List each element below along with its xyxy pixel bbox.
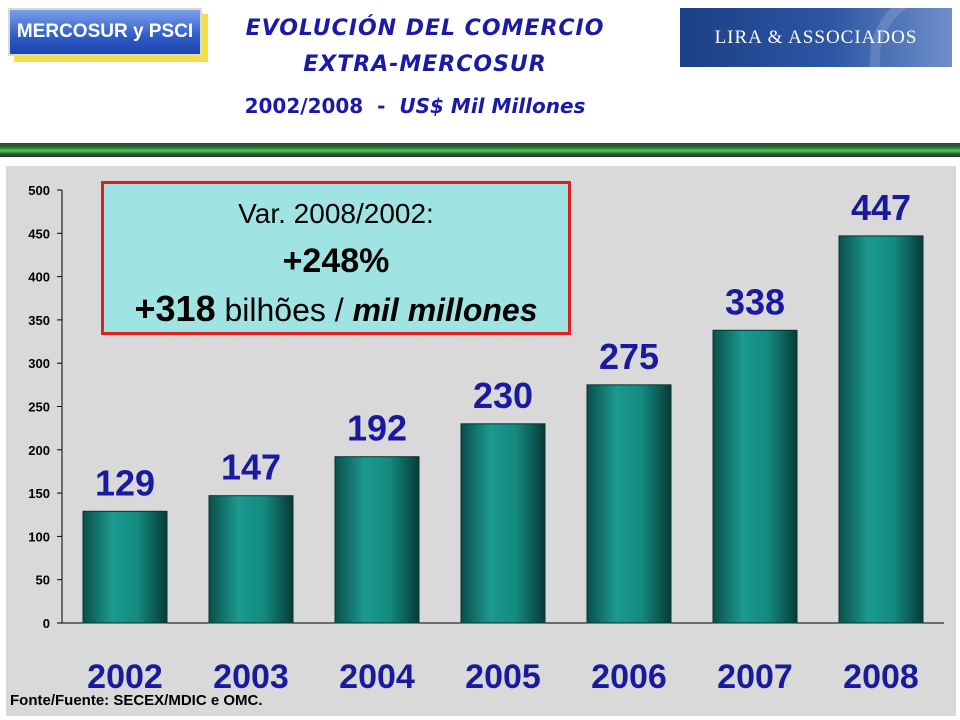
y-tick-label: 500 bbox=[28, 183, 50, 198]
subtitle-years: 2002/2008 - bbox=[244, 94, 400, 118]
y-tick-label: 400 bbox=[28, 270, 50, 285]
data-label: 129 bbox=[95, 462, 155, 503]
y-tick-label: 350 bbox=[28, 313, 50, 328]
lira-associados-logo: LIRA & ASSOCIADOS bbox=[680, 8, 952, 67]
callout-period: Var. 2008/2002: bbox=[238, 198, 434, 229]
bar bbox=[838, 235, 924, 624]
variation-callout: Var. 2008/2002: +248% +318 bilhões / mil… bbox=[101, 181, 571, 335]
mercosur-logo-text: MERCOSUR y PSCI bbox=[8, 8, 202, 56]
callout-absolute-italic: mil millones bbox=[352, 292, 538, 328]
y-tick-label: 450 bbox=[28, 226, 50, 241]
bar bbox=[82, 510, 168, 624]
callout-absolute-text: bilhões / bbox=[215, 292, 353, 328]
data-label: 192 bbox=[347, 408, 407, 449]
bar bbox=[586, 384, 672, 624]
source-note: Fonte/Fuente: SECEX/MDIC e OMC. bbox=[10, 692, 263, 709]
x-tick-label: 2006 bbox=[591, 658, 667, 696]
y-tick-label: 200 bbox=[28, 443, 50, 458]
y-tick-label: 50 bbox=[36, 573, 50, 588]
bar bbox=[334, 456, 420, 624]
x-tick-label: 2005 bbox=[465, 658, 541, 696]
lira-logo-text: LIRA & ASSOCIADOS bbox=[714, 26, 918, 48]
title-line-2: EXTRA-MERCOSUR bbox=[303, 52, 547, 77]
data-label: 447 bbox=[851, 187, 911, 228]
logo-decoration bbox=[870, 8, 952, 67]
title-line-1: EVOLUCIÓN DEL COMERCIO bbox=[245, 16, 605, 41]
y-tick-label: 100 bbox=[28, 529, 50, 544]
x-tick-label: 2008 bbox=[843, 658, 919, 696]
x-tick-label: 2003 bbox=[213, 658, 289, 696]
x-tick-label: 2007 bbox=[717, 658, 793, 696]
y-tick-label: 150 bbox=[28, 486, 50, 501]
y-tick-label: 300 bbox=[28, 356, 50, 371]
subtitle-unit: US$ Mil Millones bbox=[399, 94, 586, 118]
bar bbox=[712, 329, 798, 624]
x-tick-label: 2002 bbox=[87, 658, 163, 696]
callout-absolute: +318 bilhões / mil millones bbox=[104, 288, 568, 330]
bar bbox=[460, 423, 546, 624]
data-label: 338 bbox=[725, 281, 785, 322]
data-label: 147 bbox=[221, 447, 281, 488]
data-label: 230 bbox=[473, 375, 533, 416]
data-label: 275 bbox=[599, 336, 659, 377]
callout-percent: +248% bbox=[282, 242, 390, 280]
callout-absolute-number: +318 bbox=[134, 288, 216, 329]
mercosur-logo: MERCOSUR y PSCI bbox=[8, 8, 208, 62]
header-divider bbox=[0, 143, 960, 157]
subtitle: 2002/2008 - US$ Mil Millones bbox=[190, 94, 640, 118]
x-tick-label: 2004 bbox=[339, 658, 415, 696]
y-tick-label: 0 bbox=[43, 616, 50, 631]
y-tick-label: 250 bbox=[28, 400, 50, 415]
bar bbox=[208, 495, 294, 624]
